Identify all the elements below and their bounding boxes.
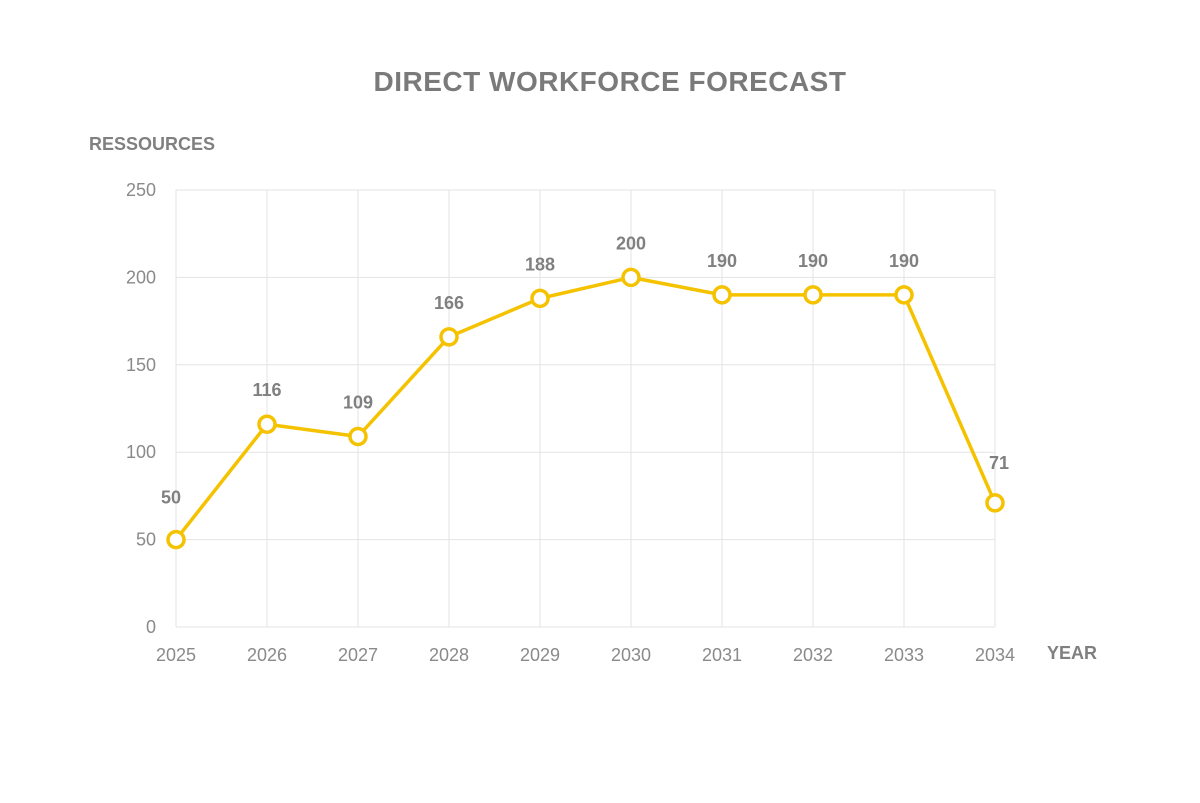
- x-tick-label: 2025: [156, 645, 196, 665]
- grid-lines: [175, 189, 996, 628]
- y-tick-label: 150: [126, 355, 156, 375]
- data-label: 190: [889, 251, 919, 271]
- data-points: [166, 267, 1005, 550]
- y-tick-label: 50: [136, 530, 156, 550]
- data-label: 116: [252, 380, 281, 400]
- data-label: 71: [989, 453, 1009, 473]
- x-tick-label: 2026: [247, 645, 287, 665]
- data-label: 166: [434, 293, 464, 313]
- x-tick-label: 2027: [338, 645, 378, 665]
- x-tick-label: 2034: [975, 645, 1015, 665]
- data-point: [257, 414, 277, 434]
- x-tick-label: 2028: [429, 645, 469, 665]
- data-point: [985, 493, 1005, 513]
- y-axis-title: RESSOURCES: [89, 134, 216, 154]
- data-label: 50: [161, 488, 181, 508]
- y-tick-label: 200: [126, 267, 156, 287]
- x-tick-label: 2029: [520, 645, 560, 665]
- data-point: [712, 285, 732, 305]
- data-point: [894, 285, 914, 305]
- y-tick-labels: 0 50 100 150 200 250: [126, 180, 156, 637]
- data-point: [439, 327, 459, 347]
- data-point: [348, 426, 368, 447]
- x-tick-label: 2032: [793, 645, 833, 665]
- data-point: [621, 267, 641, 288]
- data-label: 190: [707, 251, 737, 271]
- x-axis-title: YEAR: [1047, 643, 1098, 663]
- data-label: 109: [343, 392, 373, 412]
- data-point: [803, 285, 823, 305]
- y-tick-label: 0: [146, 617, 156, 637]
- y-tick-label: 100: [126, 442, 156, 462]
- x-tick-labels: 2025 2026 2027 2028 2029 2030 2031 2032 2033 2034: [156, 645, 1015, 665]
- series-line: [174, 275, 997, 542]
- data-point: [166, 529, 186, 550]
- data-label: 200: [616, 233, 646, 253]
- data-point: [530, 288, 550, 309]
- x-tick-label: 2030: [611, 645, 651, 665]
- data-labels: 50 116 109 166 188 200 190 190 190 71: [161, 233, 1009, 507]
- x-tick-label: 2033: [884, 645, 924, 665]
- x-tick-label: 2031: [702, 645, 742, 665]
- chart-title: DIRECT WORKFORCE FORECAST: [373, 66, 847, 97]
- series-line-group: [174, 275, 997, 542]
- y-tick-label: 250: [126, 180, 156, 200]
- data-label: 188: [525, 254, 555, 274]
- data-label: 190: [798, 251, 828, 271]
